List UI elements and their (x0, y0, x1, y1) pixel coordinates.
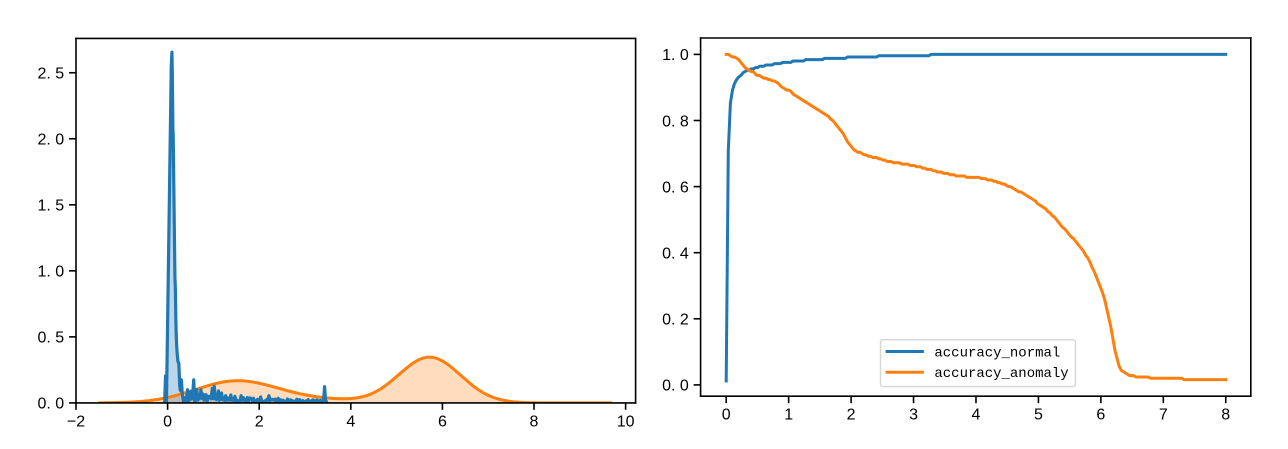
svg-text:0. 6: 0. 6 (662, 179, 689, 196)
svg-text:accuracy_normal: accuracy_normal (934, 345, 1060, 361)
svg-text:8: 8 (1221, 407, 1230, 424)
svg-text:2: 2 (255, 413, 264, 430)
svg-text:7: 7 (1159, 407, 1168, 424)
svg-text:0: 0 (722, 407, 731, 424)
svg-text:0. 0: 0. 0 (662, 378, 689, 395)
svg-text:2: 2 (847, 407, 856, 424)
svg-text:0. 0: 0. 0 (38, 396, 65, 413)
svg-text:1. 5: 1. 5 (38, 198, 65, 215)
svg-text:3: 3 (909, 407, 918, 424)
svg-text:4: 4 (972, 407, 981, 424)
svg-text:0: 0 (163, 413, 172, 430)
svg-text:2. 5: 2. 5 (38, 66, 65, 83)
svg-text:10: 10 (617, 413, 635, 430)
svg-text:0. 4: 0. 4 (662, 245, 689, 262)
svg-text:6: 6 (1096, 407, 1105, 424)
svg-text:8: 8 (530, 413, 539, 430)
svg-text:1. 0: 1. 0 (662, 47, 689, 64)
svg-text:−2: −2 (67, 413, 85, 430)
svg-text:1. 0: 1. 0 (38, 264, 65, 281)
svg-text:5: 5 (1034, 407, 1043, 424)
svg-text:2. 0: 2. 0 (38, 132, 65, 149)
svg-text:0. 2: 0. 2 (662, 312, 689, 329)
svg-text:accuracy_anomaly: accuracy_anomaly (934, 366, 1068, 382)
svg-text:4: 4 (346, 413, 355, 430)
svg-text:0. 8: 0. 8 (662, 113, 689, 130)
svg-text:0. 5: 0. 5 (38, 330, 65, 347)
svg-text:1: 1 (784, 407, 793, 424)
svg-text:6: 6 (438, 413, 447, 430)
